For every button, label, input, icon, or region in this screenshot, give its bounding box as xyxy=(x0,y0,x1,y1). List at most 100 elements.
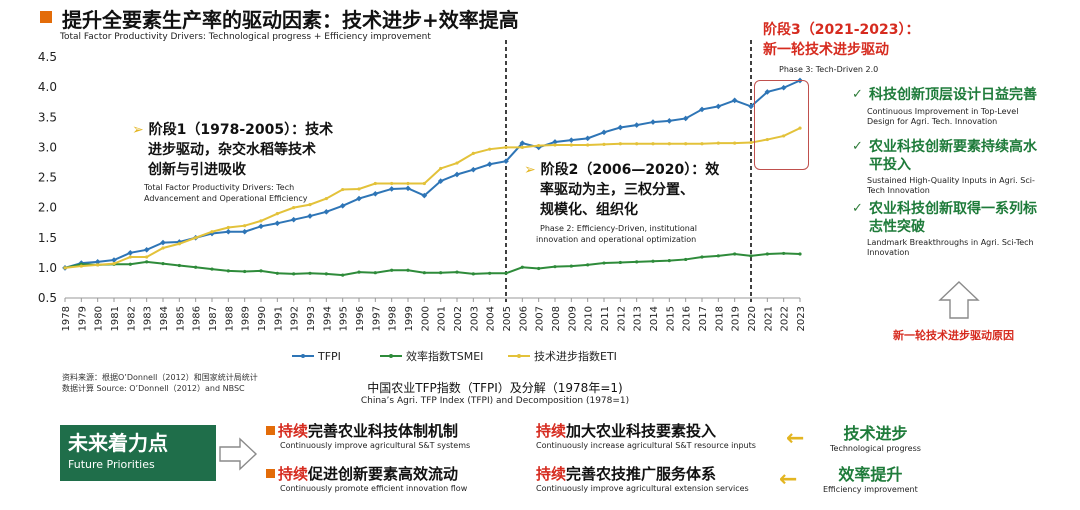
x-tick-label: 2004 xyxy=(486,306,497,331)
data-point xyxy=(127,249,134,256)
data-point xyxy=(292,272,296,276)
x-tick-label: 2011 xyxy=(600,306,611,331)
data-point xyxy=(716,141,720,145)
source-line-1: 资料来源：根据O’Donnell（2012）和国家统计局统计 xyxy=(62,373,258,382)
phase2-en-1: Phase 2: Efficiency-Driven, institutiona… xyxy=(540,224,697,233)
data-point xyxy=(749,140,753,145)
data-point xyxy=(733,252,737,256)
data-point xyxy=(602,261,606,265)
data-point xyxy=(569,143,573,147)
data-point xyxy=(243,269,247,274)
data-point xyxy=(651,259,655,263)
data-point xyxy=(145,260,149,264)
tag-en: Technological progress xyxy=(830,444,921,453)
legend-marker xyxy=(517,354,521,358)
x-tick-label: 1998 xyxy=(388,306,399,331)
phase1-en-1: Total Factor Productivity Drivers: Tech xyxy=(144,183,295,192)
x-tick-label: 2018 xyxy=(714,306,725,331)
data-point xyxy=(520,145,524,149)
caption-en: China’s Agri. TFP Index (TFPI) and Decom… xyxy=(360,396,630,406)
x-tick-label: 1988 xyxy=(224,306,235,331)
legend-label: 技术进步指数ETI xyxy=(534,349,617,363)
rp-item-en-1: Sustained High-Quality Inputs in Agri. S… xyxy=(867,176,1035,185)
data-point xyxy=(339,202,346,209)
data-point xyxy=(733,141,737,145)
data-point xyxy=(160,239,166,246)
data-point xyxy=(112,262,116,266)
data-point xyxy=(782,134,786,138)
x-tick-label: 1989 xyxy=(241,306,252,331)
data-point xyxy=(341,187,345,192)
x-tick-label: 2002 xyxy=(453,306,464,331)
x-tick-label: 2022 xyxy=(780,306,791,331)
rp-item-en-2: Innovation xyxy=(867,248,910,257)
data-point xyxy=(128,255,132,259)
data-point xyxy=(226,269,230,273)
reason-label: 新一轮技术进步驱动原因 xyxy=(893,329,1014,342)
data-point xyxy=(357,187,361,191)
data-point xyxy=(258,223,264,230)
x-tick-label: 1983 xyxy=(143,306,154,331)
data-point xyxy=(111,257,117,263)
data-point xyxy=(388,186,395,192)
phase1-bullet-icon: ➢ xyxy=(132,122,144,138)
tfp-line-chart: 0.5 1.0 1.5 2.0 2.5 3.0 3.5 4.0 4.5 1978 1979 1980… xyxy=(38,40,807,363)
data-point xyxy=(421,192,428,199)
y-tick-label: 1.5 xyxy=(38,231,57,245)
phase-dividers xyxy=(505,40,752,302)
x-tick-label: 2016 xyxy=(682,306,693,331)
x-tick-label: 2019 xyxy=(731,306,742,331)
x-tick-label: 2015 xyxy=(665,306,676,331)
future-item-highlight: 持续 xyxy=(536,465,567,483)
future-item-en: Continuously improve agricultural S&T sy… xyxy=(280,441,471,450)
data-point xyxy=(406,181,410,186)
x-tick-label: 1995 xyxy=(339,306,350,331)
data-point xyxy=(552,139,558,145)
bullet-square-icon xyxy=(266,426,275,435)
y-tick-label: 4.5 xyxy=(38,50,57,64)
data-point xyxy=(373,181,377,186)
phase1-cn-1: 阶段1（1978-2005）：技术 xyxy=(148,122,334,138)
data-point xyxy=(406,268,410,272)
data-point xyxy=(700,142,704,146)
x-tick-label: 1994 xyxy=(322,306,333,331)
check-icon: ✓ xyxy=(852,87,863,102)
data-point xyxy=(553,143,557,147)
page-title: 提升全要素生产率的驱动因素：技术进步+效率提高 xyxy=(62,8,519,32)
data-point xyxy=(716,254,720,258)
data-point xyxy=(341,273,345,277)
data-point xyxy=(553,265,557,269)
future-item-highlight: 持续 xyxy=(278,422,309,440)
data-point xyxy=(684,142,688,146)
phase3-cn-1: 阶段3（2021-2023）： xyxy=(763,22,920,38)
data-point xyxy=(243,224,247,228)
data-point xyxy=(226,225,230,230)
future-item-en: Continuously increase agricultural S&T r… xyxy=(536,441,756,450)
tag-en: Efficiency improvement xyxy=(823,485,918,494)
data-point xyxy=(145,255,149,259)
x-tick-label: 2023 xyxy=(796,306,807,331)
data-point xyxy=(586,143,590,147)
x-tick-label: 1987 xyxy=(208,306,219,331)
tag-cn: 技术进步 xyxy=(843,424,908,443)
data-point xyxy=(798,252,802,256)
data-point xyxy=(308,203,312,207)
tag-efficiency: ← 效率提升 Efficiency improvement xyxy=(779,465,918,495)
up-arrow-icon xyxy=(938,281,980,319)
right-panel-item-3: ✓ 农业科技创新取得一系列标 志性突破 Landmark Breakthroug… xyxy=(852,200,1077,258)
phase3-highlight-box xyxy=(754,80,809,170)
x-tick-label: 2003 xyxy=(469,306,480,331)
x-tick-label: 1997 xyxy=(371,306,382,331)
data-point xyxy=(373,271,377,275)
check-icon: ✓ xyxy=(852,201,863,216)
x-tick-label: 2009 xyxy=(567,306,578,331)
data-point xyxy=(324,196,328,201)
x-tick-label: 2008 xyxy=(551,306,562,331)
x-tick-label: 2013 xyxy=(633,306,644,331)
data-point xyxy=(275,271,279,275)
data-point xyxy=(405,185,411,192)
future-item-3: 持续促进创新要素高效流动 Continuously promote effici… xyxy=(266,465,467,494)
data-point xyxy=(79,264,83,268)
source-line-2: 数据计算 Source: O’Donnell（2012）and NBSC xyxy=(62,384,245,393)
data-point xyxy=(372,190,379,197)
